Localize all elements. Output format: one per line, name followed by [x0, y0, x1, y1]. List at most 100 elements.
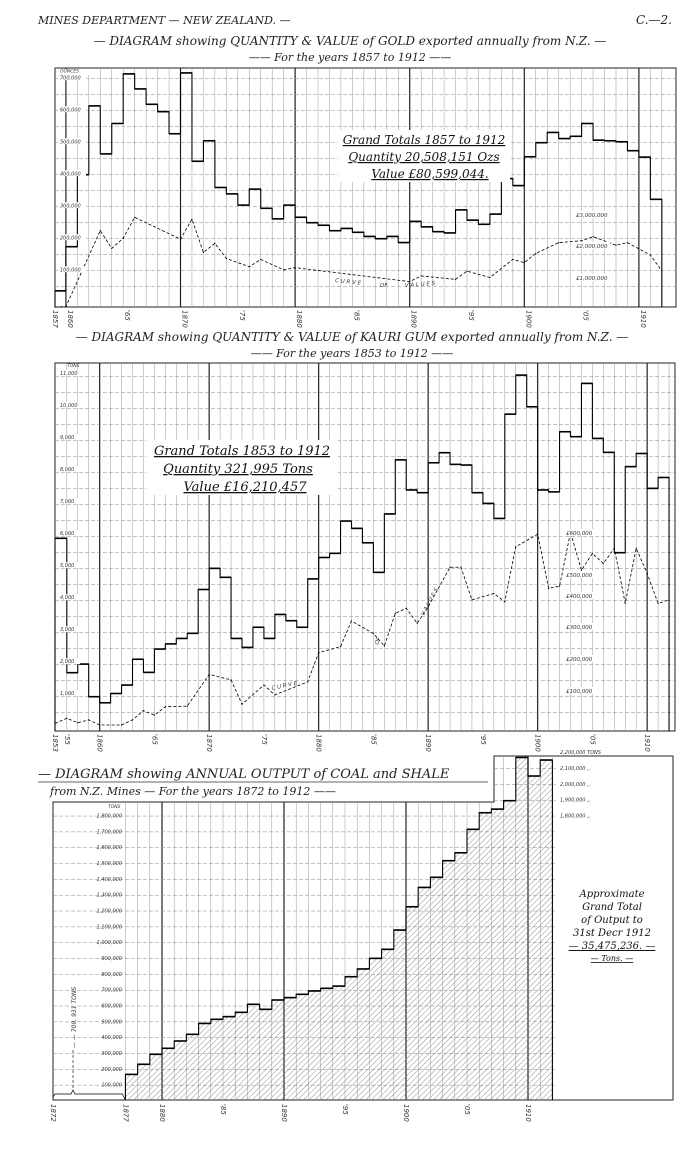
coal-y-tick-label: 1,400,000 — [97, 877, 122, 883]
coal-total-line-3: of Output to — [581, 915, 643, 926]
gold-value-point-1874 — [225, 257, 227, 260]
gold-totals-line-3: Value £80,599,044. — [371, 167, 488, 181]
kauri-y-unit: TONS — [67, 363, 80, 369]
kauri-value-point-1873 — [241, 703, 243, 705]
coal-x-tick-label: '05 — [463, 1104, 471, 1115]
gold-value-point-1870 — [179, 238, 182, 240]
coal-chart: — DIAGRAM showing ANNUAL OUTPUT of COAL … — [38, 750, 674, 1122]
kauri-x-tick-label: '65 — [150, 734, 158, 745]
coal-y-tick-label: 900,000 — [101, 956, 122, 962]
kauri-value-point-1901 — [548, 587, 550, 589]
kauri-value-point-1885 — [372, 632, 374, 635]
coal-y-tick-label: 1,100,000 — [97, 924, 122, 930]
kauri-chart-subtitle: —— For the years 1853 to 1912 —— — [251, 347, 454, 360]
gold-value-point-1876 — [248, 266, 250, 268]
gold-value-point-1866 — [134, 216, 136, 218]
gold-y-tick-label: 300,000 — [60, 204, 81, 210]
gold-value-axis-label: £2,000,000 — [576, 244, 608, 250]
gold-y-unit: OUNCES — [60, 69, 79, 75]
kauri-value-point-1887 — [394, 612, 396, 614]
coal-y-tick-label: 1,200,000 — [97, 909, 122, 915]
kauri-value-point-1889 — [416, 622, 418, 624]
kauri-value-point-1860 — [99, 724, 101, 726]
gold-value-point-1903 — [558, 242, 560, 244]
kauri-value-point-1857 — [66, 717, 68, 719]
coal-marks — [52, 756, 553, 1101]
kauri-x-tick-label: 1900 — [534, 734, 542, 752]
kauri-value-point-1862 — [120, 724, 123, 726]
gold-value-curve — [54, 216, 663, 308]
coal-pre-period-brace — [52, 1089, 126, 1101]
coal-x-tick-label: 1877 — [121, 1104, 129, 1122]
kauri-totals-box — [146, 440, 338, 495]
kauri-value-axis-label: £400,000 — [566, 594, 593, 600]
coal-labels: TONS 1,800,000 1,700,000 1,600,000 1,500,000… — [49, 750, 602, 1122]
coal-output-line — [124, 756, 553, 1100]
kauri-labels: TONS 11,000 10,000 9,000 8,000 7,000 6,000 5,00… — [51, 363, 651, 752]
gold-value-point-1895 — [466, 270, 468, 272]
gold-value-point-1906 — [592, 236, 594, 238]
gold-value-point-1873 — [214, 242, 216, 244]
kauri-value-point-1864 — [142, 710, 145, 712]
gold-value-axis-label: £1,000,000 — [576, 276, 608, 282]
coal-y-tick-label: 1,600,000 — [97, 845, 122, 851]
kauri-totals-line-1: Grand Totals 1853 to 1912 — [154, 444, 330, 459]
kauri-value-point-1886 — [383, 645, 385, 647]
kauri-value-axis-label: £100,000 — [566, 689, 593, 695]
kauri-value-point-1883 — [350, 620, 353, 622]
kauri-y-tick-label: 7,000 — [60, 499, 74, 505]
gold-value-axis-label: £3,000,000 — [576, 213, 608, 219]
gold-totals-line-1: Grand Totals 1857 to 1912 — [343, 133, 506, 147]
kauri-value-axis-bg — [564, 571, 600, 578]
kauri-marks — [54, 374, 670, 731]
gold-value-point-1860 — [65, 306, 67, 308]
gold-x-tick-label: 1870 — [181, 310, 189, 328]
kauri-value-point-1912 — [668, 599, 670, 601]
coal-x-tick-label: '95 — [341, 1104, 349, 1115]
kauri-value-point-1911 — [657, 602, 659, 605]
kauri-x-tick-label: '55 — [63, 734, 71, 745]
kauri-y-tick-bg — [58, 498, 80, 505]
kauri-x-tick-label: 1853 — [51, 734, 59, 752]
kauri-value-point-1858 — [77, 722, 79, 724]
gold-x-tick-label: '85 — [352, 310, 360, 321]
kauri-x-tick-label: '05 — [588, 734, 596, 745]
kauri-value-point-1890 — [427, 606, 429, 608]
coal-x-tick-label: 1910 — [524, 1104, 532, 1122]
coal-plot-frame — [52, 755, 674, 1101]
kauri-value-axis-label: £200,000 — [566, 657, 593, 663]
gold-chart: — DIAGRAM showing QUANTITY & VALUE of GO… — [51, 34, 677, 329]
gold-value-point-1899 — [512, 258, 514, 261]
gold-y-tick-label: 200,000 — [60, 236, 81, 242]
kauri-value-point-1894 — [471, 599, 473, 601]
kauri-totals-line-2: Quantity 321,995 Tons — [163, 462, 313, 477]
gold-value-point-1908 — [615, 244, 617, 246]
gold-value-point-1901 — [535, 252, 537, 255]
gold-value-point-1894 — [454, 278, 457, 280]
kauri-y-tick-label: 2,000 — [60, 659, 74, 665]
coal-y-tick-label: 700,000 — [101, 988, 122, 994]
gold-value-axis-bg — [574, 211, 610, 218]
gold-x-tick-label: '65 — [123, 310, 131, 321]
kauri-value-point-1879 — [307, 681, 309, 683]
kauri-x-tick-label: 1910 — [643, 734, 651, 752]
gold-chart-subtitle: —— For the years 1857 to 1912 —— — [249, 51, 452, 64]
gold-value-point-1905 — [581, 240, 583, 242]
gold-y-tick-bg — [58, 266, 86, 273]
coal-total-line-5: — 35,475,236. — — [569, 941, 656, 952]
gold-x-tick-label: 1860 — [66, 310, 74, 328]
kauri-x-tick-label: 1880 — [315, 734, 323, 752]
coal-y-tick-label: 1,300,000 — [97, 893, 122, 899]
kauri-quantity-line — [54, 374, 670, 731]
kauri-x-tick-label: 1870 — [205, 734, 213, 752]
gold-y-tick-bg — [58, 74, 86, 81]
gold-value-point-1911 — [649, 254, 651, 256]
coal-y-tick-label: 400,000 — [101, 1035, 122, 1041]
kauri-x-tick-label: '85 — [369, 734, 377, 745]
kauri-value-point-1880 — [318, 652, 320, 654]
gold-y-tick-label: 600,000 — [60, 108, 81, 114]
coal-x-tick-label: '85 — [219, 1104, 227, 1115]
kauri-value-point-1905 — [591, 552, 594, 555]
